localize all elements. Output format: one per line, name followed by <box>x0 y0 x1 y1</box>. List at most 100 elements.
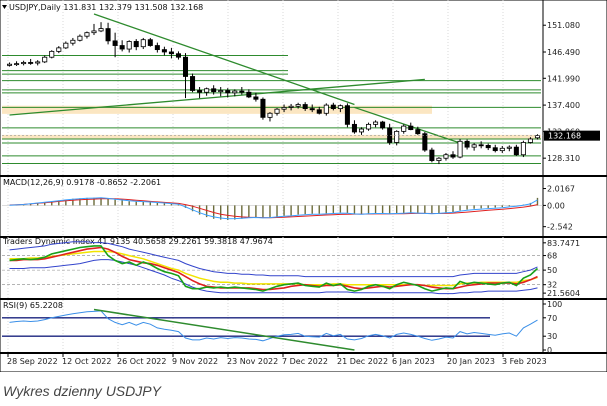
symbol-header: USDJPY,Daily 131.831 132.379 131.508 132… <box>9 3 203 12</box>
trendline <box>354 106 461 144</box>
candle-body <box>56 47 62 52</box>
candle-body <box>337 105 343 109</box>
current-price-box <box>544 130 600 141</box>
price-panel <box>2 13 543 165</box>
candle-body <box>267 112 273 118</box>
time-axis-label: 26 Oct 2022 <box>117 357 166 366</box>
candle-body <box>204 88 210 93</box>
macd-panel: MACD(12,26,9) 0.9178 -0.8652 -2.2061 <box>2 178 543 221</box>
price-axis-label: 128.310 <box>547 154 580 163</box>
candle-body <box>126 41 132 50</box>
candle-body <box>225 90 231 94</box>
tdi-rsi-price-line <box>9 245 539 292</box>
candle-body <box>527 138 533 143</box>
macd-axis-label: 2.0167 <box>547 185 575 194</box>
tdi-lower-band <box>9 259 538 295</box>
price-axis: 151.080146.490141.990137.400132.860128.3… <box>543 21 600 355</box>
time-axis-label: 7 Dec 2022 <box>282 357 328 366</box>
supply-zone <box>2 134 541 140</box>
time-axis-label: 20 Jan 2023 <box>447 357 495 366</box>
candle-body <box>190 76 196 91</box>
candle-body <box>387 127 393 143</box>
candle-body <box>161 49 167 53</box>
candle-body <box>253 96 259 100</box>
candle-body <box>457 140 463 158</box>
tdi-label: Traders Dynamic Index 41.9135 40.5658 29… <box>2 237 273 246</box>
candle-body <box>260 98 266 118</box>
trading-chart: MACD(12,26,9) 0.9178 -0.8652 -2.2061 Tra… <box>0 0 607 372</box>
rsi-axis-label: 0 <box>547 346 552 355</box>
candle-body <box>330 104 336 109</box>
candle-body <box>373 121 379 125</box>
time-axis-label: 12 Oct 2022 <box>62 357 111 366</box>
candle-body <box>344 105 350 125</box>
candle-body <box>112 40 118 46</box>
candle-body <box>478 144 484 147</box>
time-axis-label: 3 Feb 2023 <box>502 357 547 366</box>
tdi-axis-label: 68 <box>547 252 557 261</box>
candle-body <box>168 51 174 55</box>
candle-body <box>429 149 435 161</box>
supply-zone <box>2 105 432 114</box>
rsi-panel: RSI(9) 65.2208 <box>2 301 538 351</box>
tdi-panel: Traders Dynamic Index 41.9135 40.5658 29… <box>2 237 543 295</box>
rsi-trendline <box>93 308 355 351</box>
candle-body <box>513 146 519 156</box>
candle-body <box>140 39 146 48</box>
candle-body <box>534 135 540 139</box>
rsi-axis-label: 70 <box>547 314 557 323</box>
rsi-axis-label: 100 <box>547 300 562 309</box>
candle-body <box>464 140 470 148</box>
candle-body <box>14 63 20 66</box>
candle-body <box>358 128 365 133</box>
candle-body <box>401 125 407 132</box>
candle-body <box>175 53 181 58</box>
collapse-triangle-icon[interactable] <box>2 5 7 9</box>
candle-body <box>274 108 280 114</box>
candle-body <box>415 129 421 135</box>
candle-body <box>485 144 491 149</box>
candle-body <box>77 35 83 41</box>
rsi-label: RSI(9) 65.2208 <box>3 301 63 310</box>
price-axis-label: 141.990 <box>547 74 580 83</box>
time-axis-label: 28 Sep 2022 <box>7 357 58 366</box>
candle-body <box>520 142 526 156</box>
candle-body <box>506 146 512 149</box>
time-axis-label: 9 Nov 2022 <box>172 357 218 366</box>
candle-body <box>492 147 498 152</box>
tdi-market-base <box>9 250 538 287</box>
candle-body <box>70 39 76 44</box>
candle-body <box>295 104 301 107</box>
candle-body <box>91 30 97 34</box>
candle-body <box>450 154 456 158</box>
time-axis-label: 21 Dec 2022 <box>337 357 388 366</box>
macd-axis-label: 0.00 <box>547 201 565 210</box>
candle-body <box>302 104 308 109</box>
candle-body <box>380 121 386 129</box>
candle-body <box>288 105 294 108</box>
candle-body <box>281 107 287 110</box>
candle-body <box>499 147 505 152</box>
grid <box>0 0 607 354</box>
macd-label: MACD(12,26,9) 0.9178 -0.8652 -2.2061 <box>3 178 161 187</box>
candle-body <box>35 61 41 64</box>
tdi-axis-label: 83.7471 <box>547 239 580 248</box>
candle-body <box>197 90 203 93</box>
candle-body <box>147 39 153 46</box>
candle-body <box>133 41 139 48</box>
current-price-label: 132.168 <box>548 132 581 141</box>
candle-body <box>218 90 224 93</box>
candle-body <box>28 62 34 64</box>
candle-body <box>119 45 125 50</box>
candle-body <box>182 56 189 77</box>
candle-body <box>408 125 414 131</box>
candle-body <box>309 108 315 111</box>
candle-body <box>105 28 111 42</box>
candle-body <box>42 56 48 63</box>
candle-body <box>239 90 245 93</box>
tdi-axis-label: 32 <box>547 281 557 290</box>
time-axis-label: 23 Nov 2022 <box>227 357 278 366</box>
candle-body <box>443 154 449 159</box>
candle-body <box>366 123 372 130</box>
tdi-axis-label: 50 <box>547 266 557 275</box>
